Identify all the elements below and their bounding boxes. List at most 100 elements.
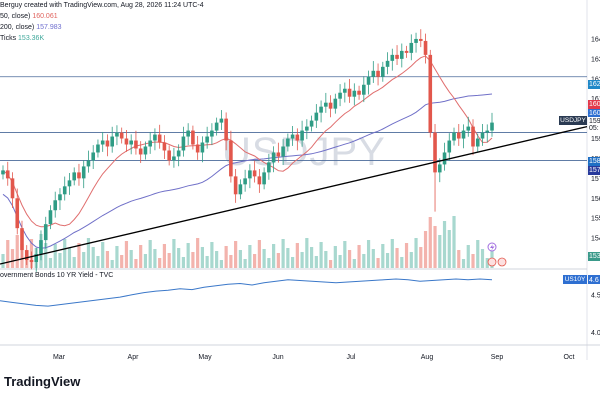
volume-bar [490,244,494,268]
volume-value: 153.36K [18,35,45,42]
candle-body [143,146,148,155]
volume-bar [352,259,356,268]
candle-body [48,210,53,225]
candle-body [324,102,328,107]
volume-bar [53,244,57,268]
y-tick-label: 157 [591,176,600,183]
volume-bar [200,247,204,268]
candle-body [20,228,24,251]
candle-body [77,172,81,179]
volume-bar [376,258,380,268]
volume-bar [167,253,171,268]
volume-bar [272,244,276,268]
volume-bar [366,240,371,268]
candle-body [328,102,333,109]
ma50-legend: 50, close) 160.061 [0,11,204,22]
candle-body [138,148,143,155]
candle-body [186,130,190,137]
volume-bar [357,245,361,268]
x-tick-label: Jun [272,354,283,361]
volume-bar [471,254,475,268]
x-tick-label: Jul [347,354,356,361]
candles [1,29,494,272]
volume-bar [390,239,394,268]
volume-bar [143,254,148,268]
volume-bar [485,258,489,268]
volume-bar [215,251,219,268]
volume-bar [243,259,247,268]
grid [0,0,600,360]
volume-bar [338,255,342,268]
volume-bar [124,241,129,268]
candle-body [461,130,466,139]
alert-icons[interactable] [487,242,507,267]
volume-bar [82,252,86,268]
volume-bar [466,245,470,268]
volume-bar [447,230,451,268]
candle-body [248,170,252,179]
price-tag: 160 [588,109,600,118]
volume-bar [120,255,124,268]
volume-bar [362,254,366,268]
candle-body [29,260,34,263]
candle-body [362,84,366,95]
volume-bar [262,249,266,268]
ma50-label: 50, close) [0,13,31,20]
candle-body [475,138,480,147]
yield-tick-label: 4.50 [591,292,600,299]
volume-bar [1,254,5,268]
candle-body [267,162,271,173]
candle-body [409,42,414,53]
japan-flag-icon [497,257,507,267]
volume-bar [6,240,10,268]
candle-body [58,194,62,201]
volume-bar [371,249,375,268]
volume-bar [314,256,318,268]
price-tag: 05: [588,124,600,133]
candle-body [115,132,119,137]
x-tick-label: Oct [564,354,575,361]
volume-bar [129,250,133,268]
moving-averages [2,55,493,249]
volume-bar [428,217,432,268]
candle-body [423,40,428,55]
candle-body [119,132,124,139]
volume-bar [181,257,186,268]
price-tag: 159 [588,117,600,126]
candle-body [238,184,243,195]
volume-bar [77,243,81,268]
ma200-legend: 200, close) 157.983 [0,22,204,33]
volume-bar [319,242,323,268]
volume-bar [58,253,62,268]
price-tag: 153 [588,252,600,261]
ma200-line [2,93,493,249]
candle-body [418,38,423,41]
candle-body [167,150,171,161]
ma50-line [2,55,493,228]
candle-body [428,54,433,133]
volume-bar [110,260,114,268]
volume-bar [324,251,328,268]
candle-body [252,170,257,177]
candle-body [34,254,39,263]
candle-body [129,140,133,145]
y-tick-label: 159 [591,136,600,143]
volume-bar [276,253,280,268]
y-tick-label: 155 [591,216,600,223]
candle-body [490,122,494,131]
symbol-badge: USDJPY [559,116,587,125]
candle-body [343,88,347,93]
candle-body [376,70,380,77]
volume-bar [153,249,157,268]
candle-body [105,140,110,147]
candle-body [5,170,10,179]
volume-bar [333,246,337,268]
volume-bar [286,248,290,268]
y-tick-label: 163 [591,56,600,63]
volume-bar [196,238,200,268]
trendline[interactable] [0,125,588,265]
volume-bar [257,240,261,268]
volume-bar [414,238,418,268]
volume-bar [400,257,404,268]
